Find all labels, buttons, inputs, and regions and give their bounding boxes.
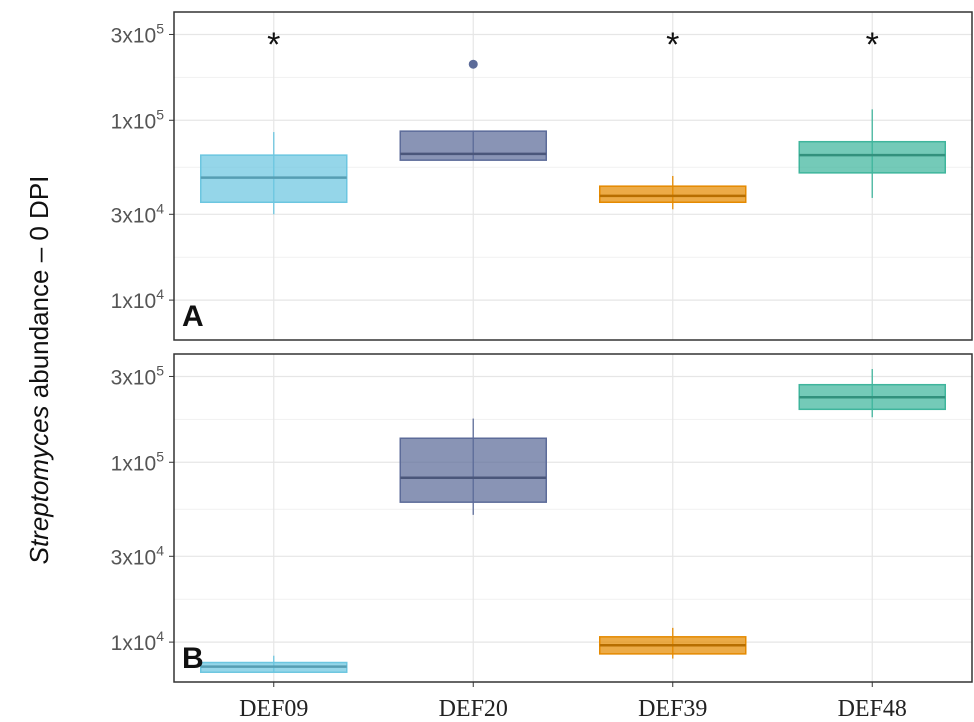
- y-tick-base: 1x10: [111, 452, 157, 475]
- x-tick-label: DEF09: [239, 696, 308, 722]
- panel-border: [173, 11, 973, 341]
- outlier-point: [468, 59, 478, 69]
- y-tick-exponent: 5: [156, 106, 164, 122]
- box: [599, 185, 747, 204]
- y-tick-exponent: 4: [156, 542, 164, 558]
- significance-star: *: [866, 26, 879, 64]
- y-tick-label: 3x104: [111, 200, 165, 227]
- y-axis-label-genus: Streptomyces: [24, 405, 54, 564]
- y-tick-exponent: 5: [156, 362, 164, 378]
- y-tick-label: 3x104: [111, 542, 165, 569]
- y-tick-base: 1x10: [111, 632, 157, 655]
- panel-border: [173, 353, 973, 683]
- y-tick-label: 1x104: [111, 286, 165, 313]
- y-axis-label-rest: abundance – 0 DPI: [24, 176, 54, 406]
- y-tick-base: 3x10: [111, 204, 157, 227]
- y-tick-label: 1x104: [111, 628, 165, 655]
- y-tick-exponent: 4: [156, 286, 164, 302]
- box: [399, 130, 547, 161]
- significance-star: *: [666, 26, 679, 64]
- y-tick-exponent: 5: [156, 20, 164, 36]
- y-tick-label: 3x105: [111, 362, 165, 389]
- y-tick-base: 3x10: [111, 366, 157, 389]
- y-tick-label: 3x105: [111, 20, 165, 47]
- box: [399, 437, 547, 503]
- x-tick-label: DEF20: [439, 696, 508, 722]
- y-tick-label: 1x105: [111, 106, 165, 133]
- y-tick-exponent: 5: [156, 448, 164, 464]
- significance-star: *: [267, 26, 280, 64]
- y-tick-exponent: 4: [156, 200, 164, 216]
- y-tick-exponent: 4: [156, 628, 164, 644]
- x-tick-label: DEF39: [638, 696, 707, 722]
- y-tick-label: 1x105: [111, 448, 165, 475]
- x-tick-label: DEF48: [838, 696, 907, 722]
- box: [798, 140, 946, 174]
- y-tick-base: 1x10: [111, 290, 157, 313]
- panel-label: B: [182, 642, 204, 675]
- y-tick-base: 1x10: [111, 110, 157, 133]
- y-axis-label: Streptomyces abundance – 0 DPI: [24, 176, 54, 565]
- y-tick-base: 3x10: [111, 546, 157, 569]
- panel-label: A: [182, 300, 204, 333]
- y-tick-base: 3x10: [111, 24, 157, 47]
